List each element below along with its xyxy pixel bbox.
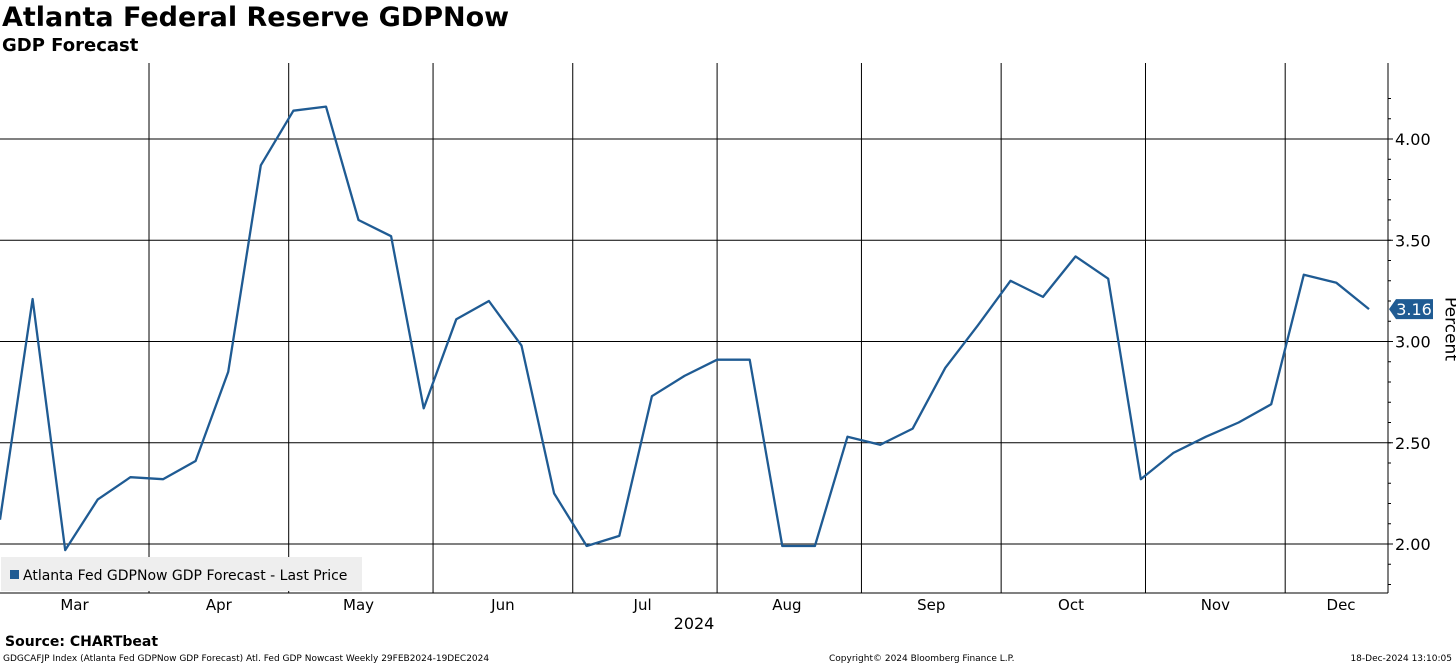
x-tick-label: Sep: [917, 596, 945, 614]
chart-subtitle: GDP Forecast: [2, 35, 139, 56]
chart-title: Atlanta Federal Reserve GDPNow: [2, 2, 510, 33]
index-note: GDGCAFJP Index (Atlanta Fed GDPNow GDP F…: [3, 654, 490, 664]
y-tick-label: 2.50: [1395, 434, 1431, 453]
y-axis-label: Percent: [1441, 297, 1456, 361]
y-tick-label: 2.00: [1395, 535, 1431, 554]
x-tick-label: May: [343, 596, 374, 614]
source-note: Source: CHARTbeat: [5, 634, 159, 650]
x-tick-label: Mar: [60, 596, 89, 614]
x-tick-label: Oct: [1058, 596, 1084, 614]
copyright-note: Copyright© 2024 Bloomberg Finance L.P.: [829, 654, 1015, 664]
y-tick-label: 4.00: [1395, 130, 1431, 149]
y-tick-label: 3.00: [1395, 333, 1431, 352]
x-tick-label: Dec: [1327, 596, 1356, 614]
series-line: [0, 105, 1370, 552]
x-axis-label: 2024: [674, 614, 715, 633]
x-tick-label: Jun: [490, 596, 514, 614]
timestamp: 18-Dec-2024 13:10:05: [1350, 654, 1452, 664]
x-tick-label: Aug: [772, 596, 801, 614]
x-tick-label: Nov: [1201, 596, 1230, 614]
legend-swatch: [10, 570, 19, 579]
last-value-label: 3.16: [1396, 300, 1432, 319]
x-tick-label: Apr: [206, 596, 233, 614]
y-tick-label: 3.50: [1395, 231, 1431, 250]
last-value-tag: [1389, 299, 1433, 320]
legend-box: [1, 557, 362, 591]
x-tick-label: Jul: [633, 596, 652, 614]
legend-label: Atlanta Fed GDPNow GDP Forecast - Last P…: [23, 568, 347, 584]
